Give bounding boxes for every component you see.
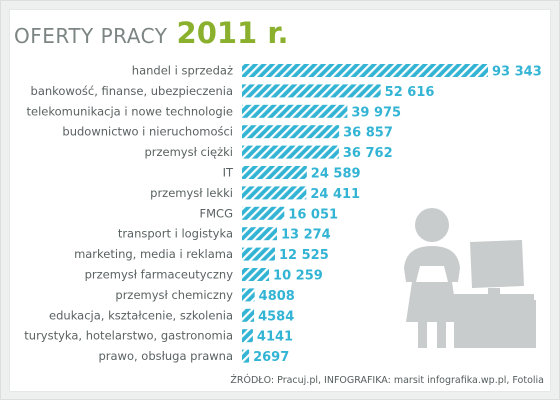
category-label: IT (223, 166, 234, 180)
value-label: 13 274 (281, 228, 331, 243)
value-label: 24 411 (310, 187, 360, 202)
value-label: 24 589 (311, 167, 361, 182)
bar (242, 64, 488, 77)
value-label: 93 343 (492, 65, 542, 80)
bar (242, 227, 277, 241)
bar (242, 84, 381, 98)
category-label: telekomunikacja i nowe technologie (27, 104, 233, 118)
chart-title: OFERTY PRACY 2011 r. (14, 16, 289, 50)
chart-title-main: OFERTY PRACY (14, 24, 168, 48)
value-label: 36 857 (343, 126, 393, 141)
value-label: 52 616 (385, 85, 435, 100)
value-label: 4141 (257, 330, 293, 345)
category-label: marketing, media i reklama (74, 247, 233, 261)
bar (242, 145, 339, 159)
bar (242, 349, 250, 363)
value-label: 10 259 (273, 269, 323, 284)
bar (242, 329, 253, 343)
category-label: budownictwo i nieruchomości (62, 125, 233, 139)
bar (242, 288, 255, 302)
category-label: przemysł lekki (150, 186, 233, 200)
bar (242, 308, 255, 322)
category-label: bankowość, finanse, ubezpieczenia (31, 84, 233, 98)
value-label: 16 051 (288, 207, 338, 222)
category-label: turystyka, hotelarstwo, gastronomia (24, 329, 233, 343)
bar (242, 268, 270, 281)
person-at-computer-icon (404, 208, 536, 348)
value-label: 39 975 (351, 105, 401, 120)
category-label: przemysł farmaceutyczny (85, 268, 234, 282)
category-label: handel i sprzedaż (132, 64, 233, 78)
value-label: 36 762 (343, 146, 393, 161)
bar (242, 186, 307, 200)
category-label: transport i logistyka (118, 227, 233, 241)
value-label: 2697 (253, 350, 289, 365)
bar (242, 104, 348, 118)
category-label: prawo, obsługa prawna (98, 349, 233, 363)
value-label: 4808 (259, 289, 295, 304)
bar (242, 206, 285, 220)
source-note: ŹRÓDŁO: Pracuj.pl, INFOGRAFIKA: marsit i… (230, 375, 544, 386)
bar (242, 125, 340, 139)
bar (242, 166, 307, 179)
value-label: 4584 (258, 309, 294, 324)
chart-title-year: 2011 r. (176, 16, 289, 50)
value-label: 12 525 (279, 248, 329, 263)
category-label: FMCG (200, 206, 233, 220)
category-label: edukacja, kształcenie, szkolenia (49, 308, 233, 322)
bar (242, 247, 276, 261)
category-label: przemysł chemiczny (115, 288, 233, 302)
category-label: przemysł ciężki (144, 145, 233, 159)
